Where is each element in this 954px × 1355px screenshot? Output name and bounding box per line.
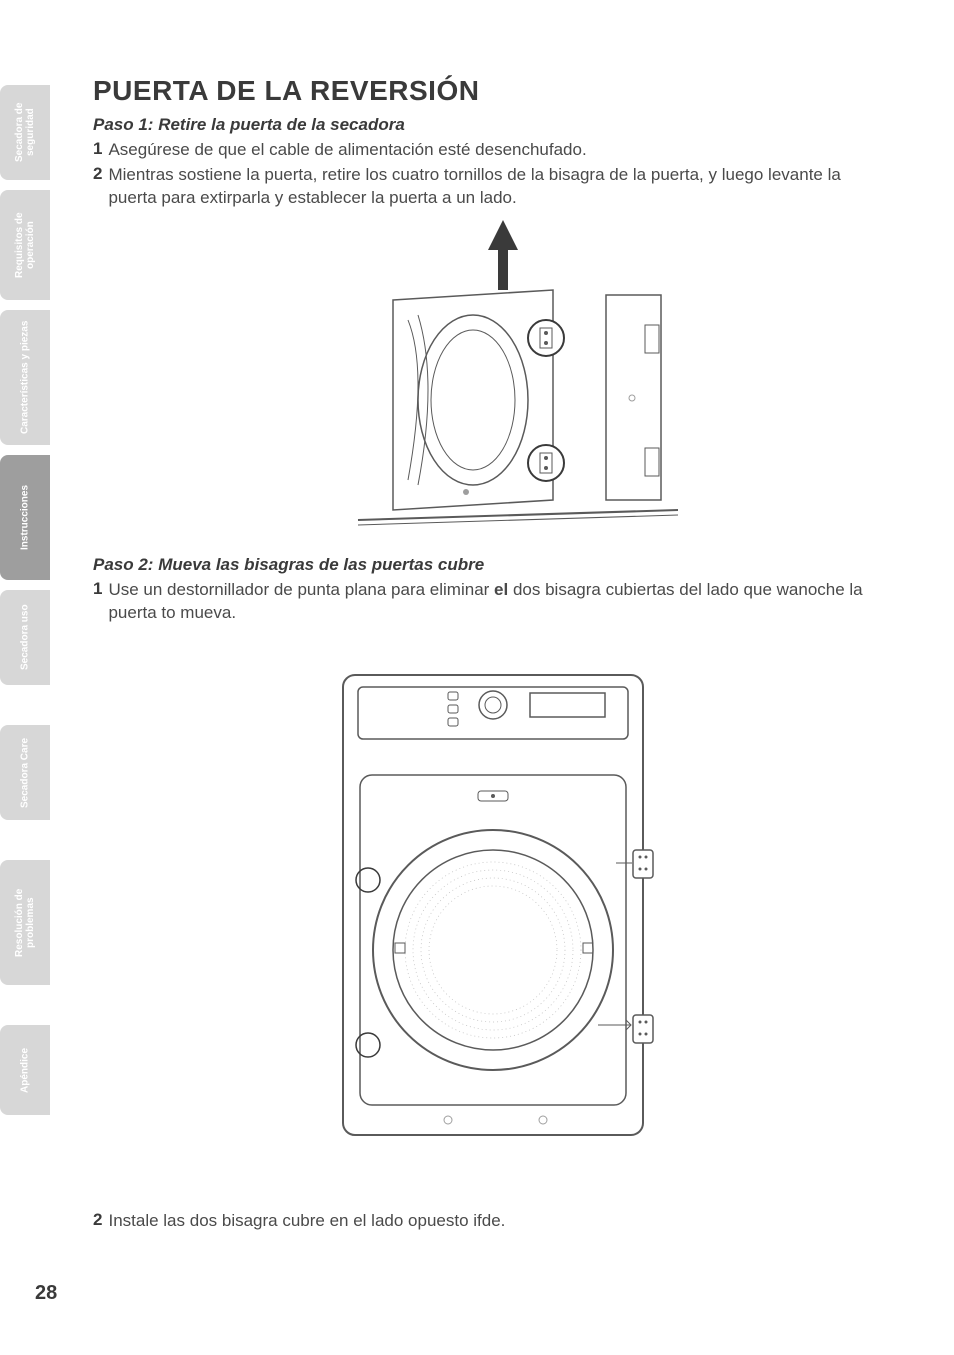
diagram1-container bbox=[93, 220, 883, 535]
text-part: Use un destornillador de punta plana par… bbox=[108, 580, 494, 599]
step1-item1: 1 Asegúrese de que el cable de alimentac… bbox=[93, 139, 883, 162]
list-number: 1 bbox=[93, 579, 102, 625]
tab-label: Secadora uso bbox=[20, 605, 31, 671]
diagram2-container bbox=[93, 665, 883, 1150]
tab-problemas[interactable]: Resolución de problemas bbox=[0, 860, 50, 985]
page-title: PUERTA DE LA REVERSIÓN bbox=[93, 75, 883, 107]
tab-label: Requisitos de operación bbox=[14, 198, 36, 292]
tab-label: Características y piezas bbox=[20, 321, 31, 434]
tab-instrucciones[interactable]: Instrucciones bbox=[0, 455, 50, 580]
tab-label: Instrucciones bbox=[20, 485, 31, 550]
list-text: Use un destornillador de punta plana par… bbox=[108, 579, 883, 625]
page-content: PUERTA DE LA REVERSIÓN Paso 1: Retire la… bbox=[93, 75, 883, 1235]
step1-title: Paso 1: Retire la puerta de la secadora bbox=[93, 115, 883, 135]
step2-item1: 1 Use un destornillador de punta plana p… bbox=[93, 579, 883, 625]
sidebar: Secadora de seguridad Requisitos de oper… bbox=[0, 0, 50, 1300]
tab-caracteristicas[interactable]: Características y piezas bbox=[0, 310, 50, 445]
step2-item2: 2 Instale las dos bisagra cubre en el la… bbox=[93, 1210, 883, 1233]
step1-item2: 2 Mientras sostiene la puerta, retire lo… bbox=[93, 164, 883, 210]
tab-label: Secadora de seguridad bbox=[14, 93, 36, 172]
tab-uso[interactable]: Secadora uso bbox=[0, 590, 50, 685]
list-number: 2 bbox=[93, 164, 102, 210]
tab-label: Secadora Care bbox=[20, 737, 31, 807]
tab-care[interactable]: Secadora Care bbox=[0, 725, 50, 820]
tab-operacion[interactable]: Requisitos de operación bbox=[0, 190, 50, 300]
text-bold: el bbox=[494, 580, 508, 599]
list-text: Asegúrese de que el cable de alimentació… bbox=[108, 139, 883, 162]
page-number: 28 bbox=[35, 1282, 57, 1305]
diagram-dryer-front bbox=[298, 665, 678, 1145]
diagram-door-removal bbox=[298, 220, 678, 530]
tab-label: Apéndice bbox=[20, 1048, 31, 1093]
list-text: Instale las dos bisagra cubre en el lado… bbox=[108, 1210, 883, 1233]
step2-title: Paso 2: Mueva las bisagras de las puerta… bbox=[93, 555, 883, 575]
tab-seguridad[interactable]: Secadora de seguridad bbox=[0, 85, 50, 180]
list-number: 1 bbox=[93, 139, 102, 162]
tab-label: Resolución de problemas bbox=[14, 868, 36, 977]
list-number: 2 bbox=[93, 1210, 102, 1233]
tab-apendice[interactable]: Apéndice bbox=[0, 1025, 50, 1115]
list-text: Mientras sostiene la puerta, retire los … bbox=[108, 164, 883, 210]
